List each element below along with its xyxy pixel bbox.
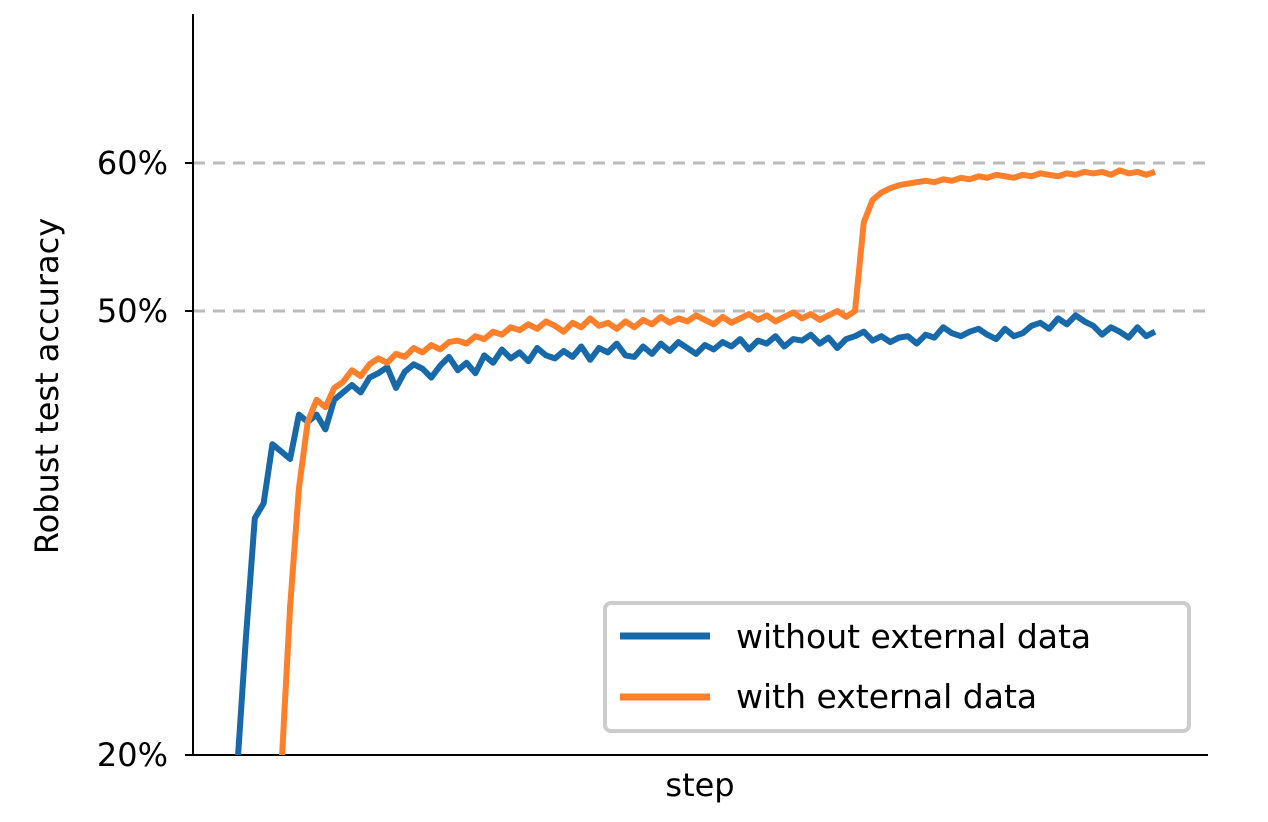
series-lines <box>235 167 1157 755</box>
y-axis-label: Robust test accuracy <box>28 218 66 554</box>
axes <box>192 14 1208 756</box>
series-line-without <box>235 312 1157 755</box>
y-tick-label-60: 60% <box>97 144 168 182</box>
x-axis-label: step <box>665 766 734 804</box>
y-tick-label-50: 50% <box>97 292 168 330</box>
y-tick-label-20: 20% <box>97 736 168 774</box>
legend-label-with: with external data <box>736 677 1037 716</box>
y-tick-labels: 20% 50% 60% <box>97 144 193 774</box>
legend-box <box>603 601 1191 733</box>
grid-lines <box>193 161 1208 313</box>
legend-label-without: without external data <box>736 617 1091 656</box>
series-line-with <box>279 167 1156 755</box>
legend: without external data with external data <box>603 601 1191 733</box>
